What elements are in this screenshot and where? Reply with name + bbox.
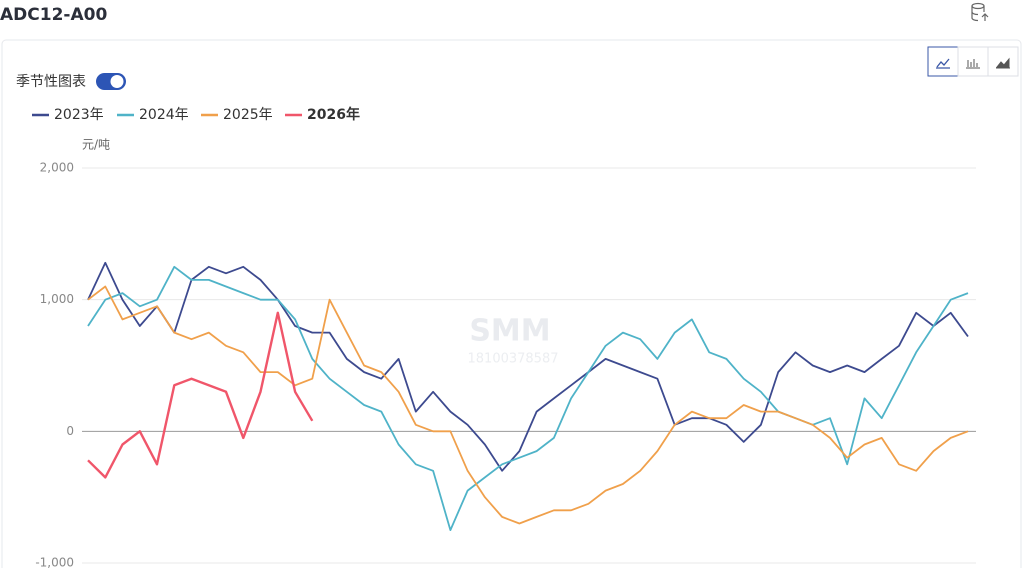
toggle-label: 季节性图表 — [16, 74, 86, 90]
export-icon[interactable] — [971, 2, 989, 22]
legend-label[interactable]: 2025年 — [223, 107, 273, 123]
y-tick-label: 1,000 — [40, 292, 74, 306]
page-title: ADC12-A00 — [0, 5, 107, 25]
series-line — [87, 261, 969, 472]
y-tick-label: 2,000 — [40, 161, 74, 175]
y-axis-label: 元/吨 — [82, 138, 110, 152]
toggle[interactable] — [96, 73, 126, 90]
line-chart-button[interactable] — [927, 46, 959, 77]
series-line — [87, 311, 314, 479]
legend-label[interactable]: 2023年 — [54, 107, 104, 123]
y-tick-label: -1,000 — [35, 556, 74, 569]
series-line — [87, 285, 969, 525]
series-line — [87, 265, 969, 531]
watermark-phone: 18100378587 — [468, 352, 559, 367]
y-tick-label: 0 — [66, 424, 74, 438]
area-chart-button[interactable] — [987, 46, 1019, 77]
legend-label[interactable]: 2026年 — [307, 106, 360, 123]
card — [1, 39, 1022, 572]
watermark-logo: SMM — [469, 314, 550, 349]
chart-type-buttons — [927, 46, 1019, 77]
legend-label[interactable]: 2024年 — [139, 107, 189, 123]
bar-chart-button[interactable] — [957, 46, 989, 77]
